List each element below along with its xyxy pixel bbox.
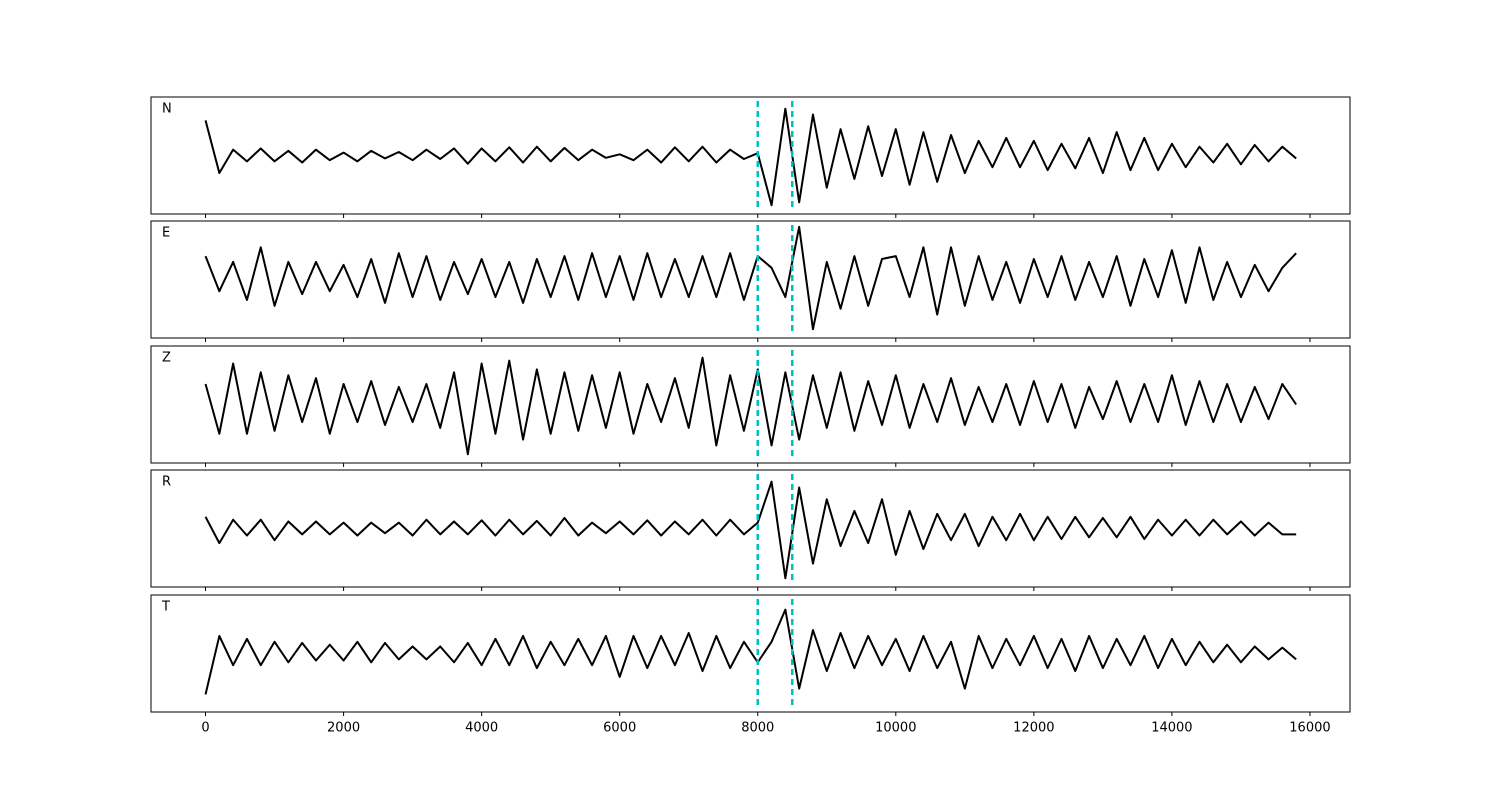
x-tick-label: 16000 — [1289, 721, 1330, 736]
panel-label: Z — [162, 351, 171, 366]
panel-frame — [150, 345, 1351, 464]
panel-label: T — [161, 600, 170, 615]
panel-frame — [150, 220, 1351, 339]
x-tick-label: 6000 — [603, 721, 636, 736]
x-tick-label: 10000 — [875, 721, 916, 736]
waveform — [204, 356, 1297, 456]
x-tick-label: 2000 — [327, 721, 360, 736]
waveform — [204, 608, 1297, 695]
x-tick-label: 0 — [201, 721, 209, 736]
x-tick-label: 4000 — [465, 721, 498, 736]
waveform — [204, 107, 1297, 207]
panel-label: N — [162, 102, 172, 117]
panel-label: E — [162, 226, 170, 241]
panel-frame — [150, 96, 1351, 215]
panel-frame — [150, 594, 1351, 713]
x-tick-label: 14000 — [1151, 721, 1192, 736]
panel-label: R — [162, 475, 171, 490]
x-tick-label: 8000 — [741, 721, 774, 736]
panel-frame — [150, 469, 1351, 588]
x-tick-label: 12000 — [1013, 721, 1054, 736]
waveform — [204, 225, 1297, 331]
waveform — [204, 480, 1297, 580]
